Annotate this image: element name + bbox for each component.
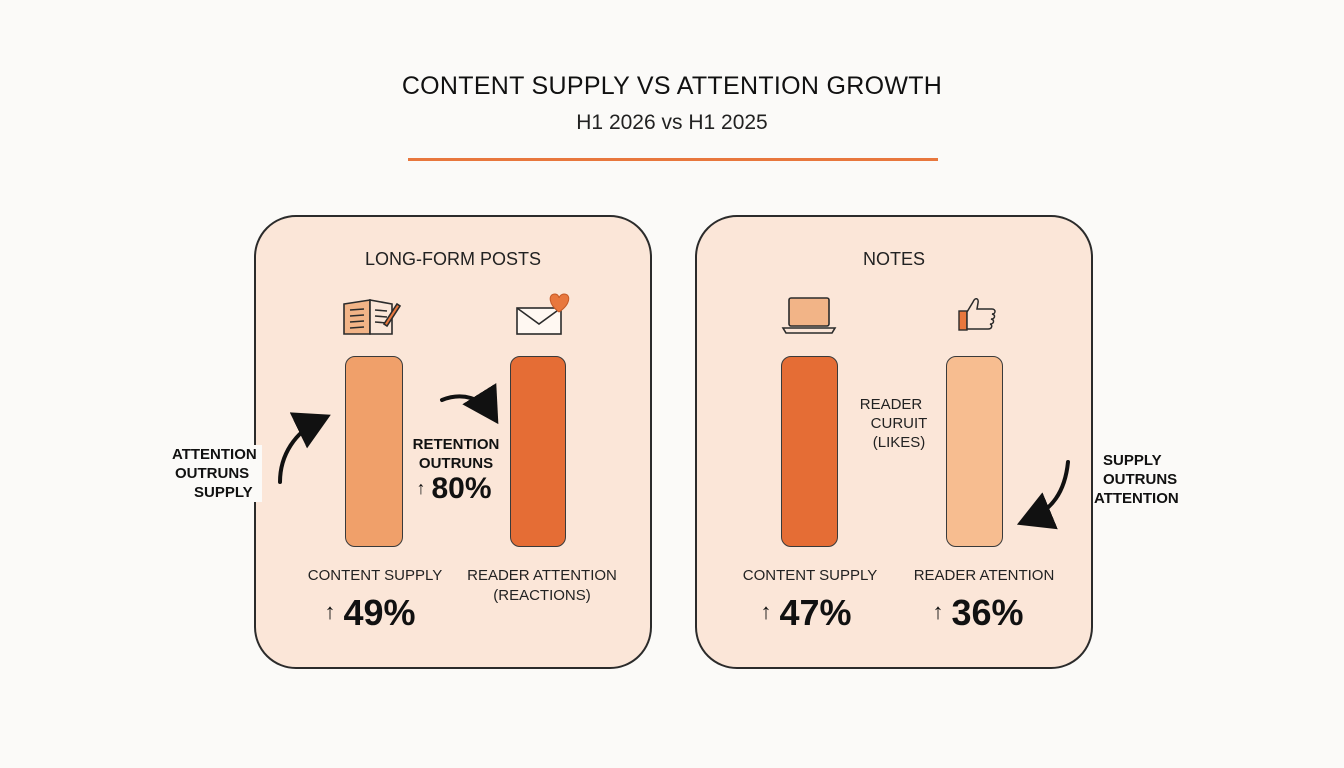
up-arrow-icon: ↑ <box>416 478 426 498</box>
bar-long-form-reader-attention <box>510 356 566 547</box>
note-line: (LIKES) <box>872 434 926 451</box>
notes-panel <box>695 215 1093 669</box>
note-line: OUTRUNS <box>1103 471 1178 488</box>
notes-supply-label: CONTENT SUPPLY <box>742 567 878 584</box>
attention-outruns-supply-note: ATTENTION OUTRUNS SUPPLY <box>172 445 262 502</box>
up-arrow-icon: ↑ <box>324 599 336 624</box>
long-form-supply-label: CONTENT SUPPLY <box>307 567 443 584</box>
long-form-attention-label: READER ATTENTION (REACTIONS) <box>464 566 620 606</box>
long-form-attention-percent: ↑ 80% <box>404 472 504 506</box>
note-line: ATTENTION <box>1094 490 1179 507</box>
percent-value: 47% <box>779 592 852 633</box>
long-form-supply-percent: ↑ 49% <box>300 592 440 634</box>
notes-attention-label: READER ATENTION <box>913 567 1055 584</box>
label-line: (REACTIONS) <box>493 587 591 604</box>
note-line: OUTRUNS <box>418 455 494 472</box>
left-curved-arrow <box>278 412 331 484</box>
percent-value: 49% <box>343 592 416 633</box>
note-line: SUPPLY <box>194 484 253 501</box>
thumbs-up-icon <box>958 298 996 331</box>
middle-curved-arrow <box>440 383 499 425</box>
note-line: SUPPLY <box>1103 452 1162 469</box>
open-book-pen-icon <box>343 299 402 335</box>
up-arrow-icon: ↑ <box>760 599 772 624</box>
supply-outruns-attention-note: SUPPLY OUTRUNS ATTENTION <box>1094 451 1189 508</box>
label-line: READER ATTENTION <box>467 567 617 584</box>
reader-curuit-note: READER CURUIT (LIKES) <box>846 395 936 452</box>
note-line: OUTRUNS <box>175 465 250 482</box>
bar-long-form-content-supply <box>345 356 403 547</box>
bar-notes-content-supply <box>781 356 838 547</box>
bar-notes-reader-attention <box>946 356 1003 547</box>
note-line: CURUIT <box>870 415 928 432</box>
retention-outruns-note: RETENTION OUTRUNS <box>408 435 504 473</box>
title-divider <box>408 158 938 161</box>
chart-title: CONTENT SUPPLY VS ATTENTION GROWTH <box>401 72 943 100</box>
right-curved-arrow <box>1016 460 1070 530</box>
notes-supply-percent: ↑ 47% <box>736 592 876 634</box>
chart-subtitle: H1 2026 vs H1 2025 <box>576 111 768 134</box>
note-line: RETENTION <box>412 436 500 453</box>
note-line: ATTENTION <box>172 446 257 463</box>
notes-panel-title: NOTES <box>862 249 925 269</box>
percent-value: 80% <box>431 472 492 505</box>
percent-value: 36% <box>951 592 1024 633</box>
envelope-heart-icon <box>516 293 570 335</box>
laptop-icon <box>781 297 837 334</box>
notes-attention-percent: ↑ 36% <box>908 592 1048 634</box>
long-form-panel-title: LONG-FORM POSTS <box>364 249 541 269</box>
note-line: READER <box>859 396 923 413</box>
up-arrow-icon: ↑ <box>932 599 944 624</box>
